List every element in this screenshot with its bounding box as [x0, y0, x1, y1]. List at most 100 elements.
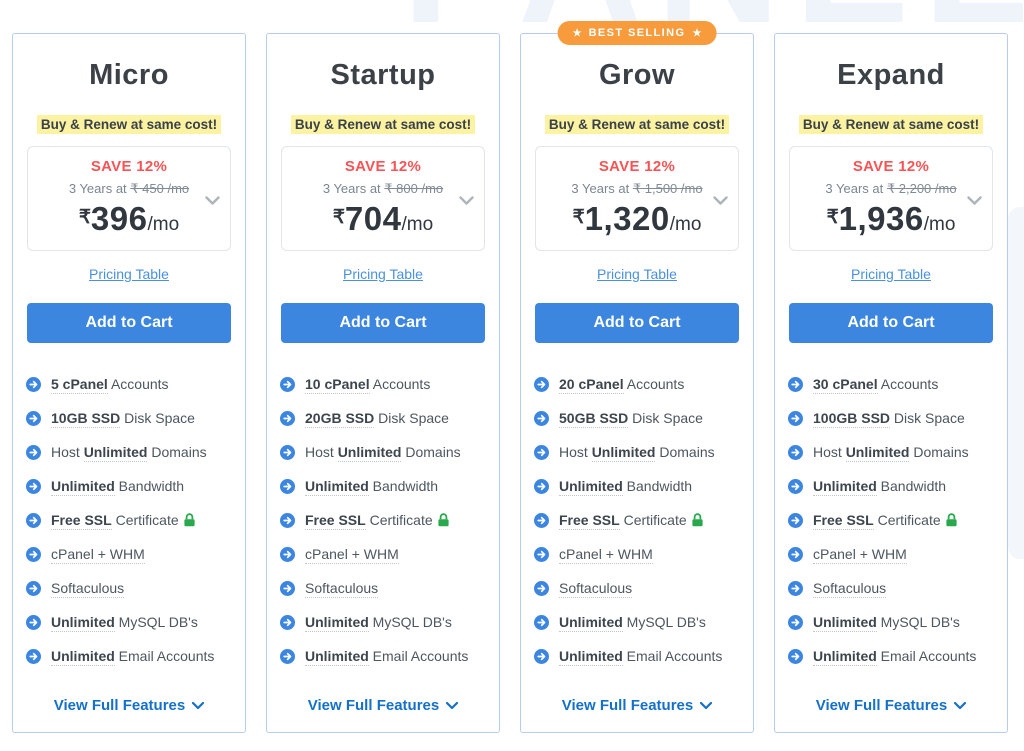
feature-term: cPanel + WHM: [813, 546, 907, 564]
arrow-circle-icon: [26, 376, 41, 392]
view-full-features-button[interactable]: View Full Features: [521, 697, 753, 714]
arrow-circle-icon: [788, 614, 803, 630]
feature-item: Softaculous: [280, 578, 493, 598]
feature-term: Unlimited: [813, 648, 877, 666]
feature-text: 10 cPanel Accounts: [305, 374, 430, 394]
feature-term: Free SSL: [51, 512, 112, 530]
plans-row: Micro Buy & Renew at same cost! SAVE 12%…: [12, 21, 1008, 733]
feature-text: Unlimited Bandwidth: [813, 476, 946, 496]
arrow-circle-icon: [788, 444, 803, 460]
add-to-cart-button[interactable]: Add to Cart: [789, 303, 993, 343]
plan-title: Expand: [837, 59, 945, 91]
plan-title: Grow: [598, 59, 676, 91]
lock-icon: [184, 513, 195, 527]
old-price: ₹ 450 /mo: [130, 181, 190, 196]
feature-term: Free SSL: [813, 512, 874, 530]
add-to-cart-button[interactable]: Add to Cart: [535, 303, 739, 343]
best-selling-label: BEST SELLING: [588, 27, 686, 39]
feature-item: Unlimited Bandwidth: [26, 476, 239, 496]
feature-term: Unlimited: [813, 478, 877, 496]
save-percent-label: SAVE 12%: [598, 158, 676, 175]
chevron-down-icon: [459, 193, 474, 211]
pricing-table-link[interactable]: Pricing Table: [851, 266, 931, 282]
feature-item: Softaculous: [534, 578, 747, 598]
feature-after: Disk Space: [890, 410, 965, 426]
add-to-cart-button[interactable]: Add to Cart: [281, 303, 485, 343]
feature-term: Unlimited: [305, 648, 369, 666]
rupee-symbol: ₹: [572, 207, 585, 228]
feature-term: Softaculous: [305, 580, 379, 598]
feature-after: Email Accounts: [876, 648, 977, 664]
plan-title: Micro: [89, 59, 169, 91]
arrow-circle-icon: [26, 648, 41, 664]
view-full-features-label: View Full Features: [815, 697, 948, 714]
feature-item: 20GB SSD Disk Space: [280, 408, 493, 428]
feature-term: 20 cPanel: [559, 376, 624, 394]
rupee-symbol: ₹: [332, 207, 345, 228]
chevron-down-icon: [446, 697, 459, 714]
star-icon: ★: [572, 27, 582, 39]
feature-term: cPanel + WHM: [305, 546, 399, 564]
pricing-table-link[interactable]: Pricing Table: [597, 266, 677, 282]
feature-item: 20 cPanel Accounts: [534, 374, 747, 394]
feature-text: 5 cPanel Accounts: [51, 374, 169, 394]
plan-title: Startup: [330, 59, 436, 91]
old-price: ₹ 800 /mo: [384, 181, 444, 196]
feature-after: Domains: [909, 444, 969, 460]
view-full-features-button[interactable]: View Full Features: [775, 697, 1007, 714]
feature-term: Unlimited: [559, 478, 623, 496]
rupee-symbol: ₹: [78, 207, 91, 228]
price-dropdown[interactable]: SAVE 12% 3 Years at ₹ 2,200 /mo ₹1,936/m…: [789, 146, 993, 251]
feature-item: Host Unlimited Domains: [280, 442, 493, 462]
arrow-circle-icon: [534, 546, 549, 562]
feature-text: Unlimited Email Accounts: [559, 646, 722, 666]
feature-text: Free SSL Certificate: [559, 510, 704, 530]
feature-list: 30 cPanel Accounts 100GB SSD Disk Space …: [775, 374, 1007, 666]
chevron-down-icon: [700, 697, 713, 714]
feature-term: Unlimited: [337, 444, 402, 462]
view-full-features-button[interactable]: View Full Features: [13, 697, 245, 714]
feature-before: Host: [559, 444, 592, 460]
pricing-table-link[interactable]: Pricing Table: [343, 266, 423, 282]
view-full-features-button[interactable]: View Full Features: [267, 697, 499, 714]
add-to-cart-button[interactable]: Add to Cart: [27, 303, 231, 343]
feature-after: MySQL DB's: [114, 614, 198, 630]
feature-term: Free SSL: [305, 512, 366, 530]
feature-item: Softaculous: [26, 578, 239, 598]
feature-item: 30 cPanel Accounts: [788, 374, 1001, 394]
arrow-circle-icon: [280, 376, 295, 392]
feature-term: Unlimited: [591, 444, 656, 462]
lock-icon: [438, 513, 449, 527]
term-line: 3 Years at ₹ 2,200 /mo: [796, 181, 986, 197]
feature-text: Unlimited Email Accounts: [51, 646, 214, 666]
feature-after: Certificate: [365, 512, 433, 528]
feature-after: Disk Space: [374, 410, 449, 426]
arrow-circle-icon: [26, 614, 41, 630]
feature-text: 20 cPanel Accounts: [559, 374, 684, 394]
old-price: ₹ 1,500 /mo: [632, 181, 703, 196]
chevron-down-icon: [192, 697, 205, 714]
feature-text: Softaculous: [813, 578, 887, 598]
feature-text: Unlimited Email Accounts: [813, 646, 976, 666]
feature-after: Bandwidth: [622, 478, 693, 494]
feature-term: Unlimited: [51, 614, 115, 632]
feature-text: Unlimited Bandwidth: [51, 476, 184, 496]
feature-term: 5 cPanel: [51, 376, 108, 394]
feature-after: MySQL DB's: [368, 614, 452, 630]
arrow-circle-icon: [788, 648, 803, 664]
feature-text: Host Unlimited Domains: [51, 442, 207, 462]
arrow-circle-icon: [788, 580, 803, 596]
pricing-table-link[interactable]: Pricing Table: [89, 266, 169, 282]
lock-icon: [946, 513, 957, 527]
chevron-down-icon: [713, 193, 728, 211]
price-line: ₹1,320/mo: [542, 200, 732, 238]
feature-after: Domains: [655, 444, 715, 460]
arrow-circle-icon: [788, 512, 803, 528]
side-panel-cutoff: [1008, 207, 1024, 559]
feature-text: Host Unlimited Domains: [813, 442, 969, 462]
price-dropdown[interactable]: SAVE 12% 3 Years at ₹ 800 /mo ₹704/mo: [281, 146, 485, 251]
price-dropdown[interactable]: SAVE 12% 3 Years at ₹ 1,500 /mo ₹1,320/m…: [535, 146, 739, 251]
feature-item: Free SSL Certificate: [788, 510, 1001, 530]
arrow-circle-icon: [788, 478, 803, 494]
price-dropdown[interactable]: SAVE 12% 3 Years at ₹ 450 /mo ₹396/mo: [27, 146, 231, 251]
